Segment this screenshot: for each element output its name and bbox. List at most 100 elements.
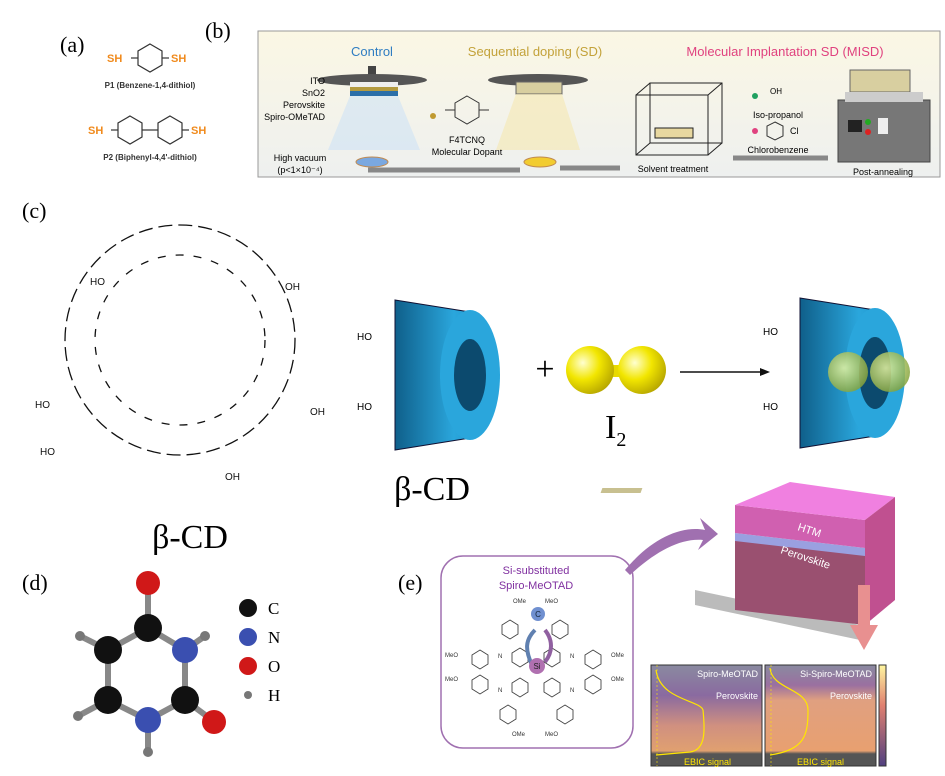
rotation-arrow-down bbox=[543, 628, 553, 664]
molecule-box bbox=[440, 555, 634, 749]
si-atom-label: Si bbox=[533, 662, 540, 671]
p2-sh-left: SH bbox=[88, 125, 103, 137]
meo-2: MeO bbox=[445, 653, 458, 659]
ebic-signal-2: EBIC signal bbox=[797, 757, 844, 767]
meo-4: MeO bbox=[545, 732, 558, 738]
cone-label: β-CD bbox=[394, 471, 470, 508]
reaction-arrowhead bbox=[760, 368, 770, 376]
panel-c: HO HO HO OH OH OH β-CD HO HO β-CD + I2 bbox=[35, 224, 910, 556]
legend-h: H bbox=[268, 686, 280, 705]
p1-label: P1 (Benzene-1,4-dithiol) bbox=[105, 81, 196, 90]
dopant-dot bbox=[430, 113, 436, 119]
legend-c-icon bbox=[239, 599, 257, 617]
meo-3: MeO bbox=[445, 677, 458, 683]
ebic-image-si-spiro bbox=[764, 664, 877, 767]
ome-4: OMe bbox=[512, 732, 526, 738]
molecule-title-1: Si-substituted bbox=[503, 565, 570, 577]
dopant-desc: Molecular Dopant bbox=[432, 147, 503, 157]
iodine-molecule bbox=[566, 346, 666, 394]
ring-ho-1: HO bbox=[40, 447, 55, 458]
down-arrow bbox=[850, 585, 878, 650]
ipa-oh: OH bbox=[770, 87, 782, 96]
ring-oh-2: OH bbox=[310, 407, 325, 418]
p1-structure bbox=[131, 43, 169, 73]
ring-ho-3: HO bbox=[90, 277, 105, 288]
panel-label-a: (a) bbox=[60, 32, 84, 57]
inclusion-complex bbox=[799, 297, 910, 449]
ebic-perovskite-1: Perovskite bbox=[716, 691, 758, 701]
complex-ho-2: HO bbox=[763, 402, 778, 413]
c-atom-icon bbox=[531, 607, 545, 621]
ebic-image-spiro bbox=[650, 664, 763, 767]
si-atom-icon bbox=[529, 658, 545, 674]
cb-dot bbox=[752, 128, 758, 134]
n-1: N bbox=[498, 654, 502, 660]
ebic-signal-1: EBIC signal bbox=[684, 757, 731, 767]
atom-legend: C N O H bbox=[239, 599, 280, 705]
uracil-model bbox=[73, 571, 226, 757]
molecule-title-2: Spiro-MeOTAD bbox=[499, 580, 573, 592]
cb-label: Chlorobenzene bbox=[747, 145, 808, 155]
beta-cd-ring-structure bbox=[64, 224, 296, 456]
panel-label-e: (e) bbox=[398, 570, 422, 595]
ring-oh-3: OH bbox=[225, 472, 240, 483]
layer-perovskite: Perovskite bbox=[283, 100, 325, 110]
p1-sh-right: SH bbox=[171, 53, 186, 65]
control-title: Control bbox=[351, 44, 393, 59]
hotplate bbox=[837, 69, 931, 163]
n-2: N bbox=[570, 654, 574, 660]
legend-o-icon bbox=[239, 657, 257, 675]
solvent-box bbox=[635, 82, 723, 156]
p1-sh-left: SH bbox=[107, 53, 122, 65]
c-atom-label: C bbox=[535, 610, 541, 619]
p2-label: P2 (Biphenyl-4,4'-dithiol) bbox=[103, 153, 197, 162]
meo-1: MeO bbox=[545, 599, 558, 605]
panel-label-b: (b) bbox=[205, 18, 231, 43]
f4tcnq-structure bbox=[445, 95, 489, 125]
vacuum-label: High vacuum bbox=[274, 153, 327, 163]
iodine-label: I2 bbox=[605, 409, 626, 451]
panel-d: C N O H bbox=[73, 571, 280, 757]
p2-structure bbox=[111, 115, 189, 145]
panel-b: Control Sequential doping (SD) Molecular… bbox=[257, 30, 941, 178]
cb-cl: Cl bbox=[790, 126, 799, 136]
ebic-title-1: Spiro-MeOTAD bbox=[697, 669, 758, 679]
complex-ho-1: HO bbox=[763, 327, 778, 338]
legend-n: N bbox=[268, 628, 280, 647]
layer-spiro: Spiro-OMeTAD bbox=[264, 112, 325, 122]
pressure-label: (p<1×10⁻⁴) bbox=[277, 165, 322, 175]
n-3: N bbox=[498, 688, 502, 694]
ring-ho-2: HO bbox=[35, 400, 50, 411]
benzene-ring bbox=[766, 121, 784, 141]
ome-1: OMe bbox=[513, 599, 527, 605]
panel-a: SH SH P1 (Benzene-1,4-dithiol) SH SH P2 … bbox=[88, 43, 206, 162]
legend-n-icon bbox=[239, 628, 257, 646]
cone-ho-2: HO bbox=[357, 402, 372, 413]
layer-ito: ITO bbox=[310, 76, 325, 86]
control-evaporator bbox=[317, 66, 427, 168]
n-4: N bbox=[570, 688, 574, 694]
ring-oh-1: OH bbox=[285, 282, 300, 293]
ring-label: β-CD bbox=[152, 519, 228, 556]
panel-e: Si-substituted Spiro-MeOTAD C Si OMe MeO… bbox=[440, 482, 895, 767]
panel-label-c: (c) bbox=[22, 198, 46, 223]
cone-ho-1: HO bbox=[357, 332, 372, 343]
anneal-label: Post-annealing bbox=[853, 167, 913, 177]
ome-3: OMe bbox=[611, 677, 625, 683]
ipa-dot bbox=[752, 93, 758, 99]
plus-sign: + bbox=[535, 351, 554, 388]
sd-evaporator bbox=[488, 74, 588, 168]
legend-o: O bbox=[268, 657, 280, 676]
layer-sno2: SnO2 bbox=[302, 88, 325, 98]
dopant-name: F4TCNQ bbox=[449, 135, 485, 145]
legend-h-icon bbox=[244, 691, 252, 699]
curved-arrow-to-device bbox=[625, 518, 718, 575]
legend-c: C bbox=[268, 599, 279, 618]
beta-cd-cone bbox=[394, 299, 500, 451]
p2-sh-right: SH bbox=[191, 125, 206, 137]
panel-label-d: (d) bbox=[22, 570, 48, 595]
device-stack bbox=[600, 482, 895, 640]
ebic-title-2: Si-Spiro-MeOTAD bbox=[800, 669, 872, 679]
ome-2: OMe bbox=[611, 653, 625, 659]
